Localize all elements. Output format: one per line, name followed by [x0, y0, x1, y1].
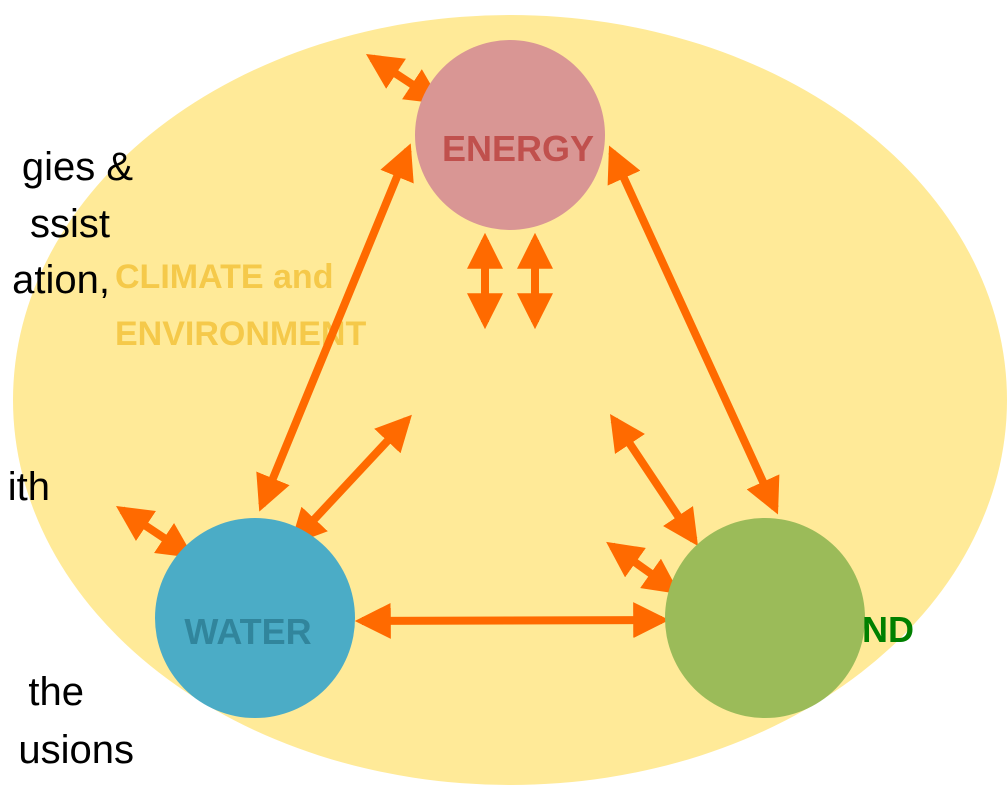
energy-node [415, 40, 605, 230]
side-line: ation, [12, 258, 110, 302]
node-label: ND [862, 609, 914, 650]
arrow [290, 414, 412, 546]
side-line: ssist [30, 202, 110, 246]
arrow [607, 145, 780, 515]
arrow [606, 541, 680, 595]
arrow [116, 506, 194, 558]
arrow [256, 143, 414, 512]
water-node [155, 518, 355, 718]
side-text: gies & ssist ation, ith the usions [8, 145, 134, 772]
background-label: CLIMATE and [115, 258, 333, 296]
side-line: ith [8, 465, 50, 509]
land-node [665, 518, 865, 718]
arrow [354, 602, 670, 639]
node-label: WATER [184, 611, 311, 652]
arrow [610, 414, 698, 546]
side-line: the [28, 670, 84, 714]
arrows [116, 54, 780, 639]
side-line: usions [18, 728, 134, 772]
side-line: gies & [22, 145, 133, 189]
node-label: ENERGY [442, 128, 594, 169]
